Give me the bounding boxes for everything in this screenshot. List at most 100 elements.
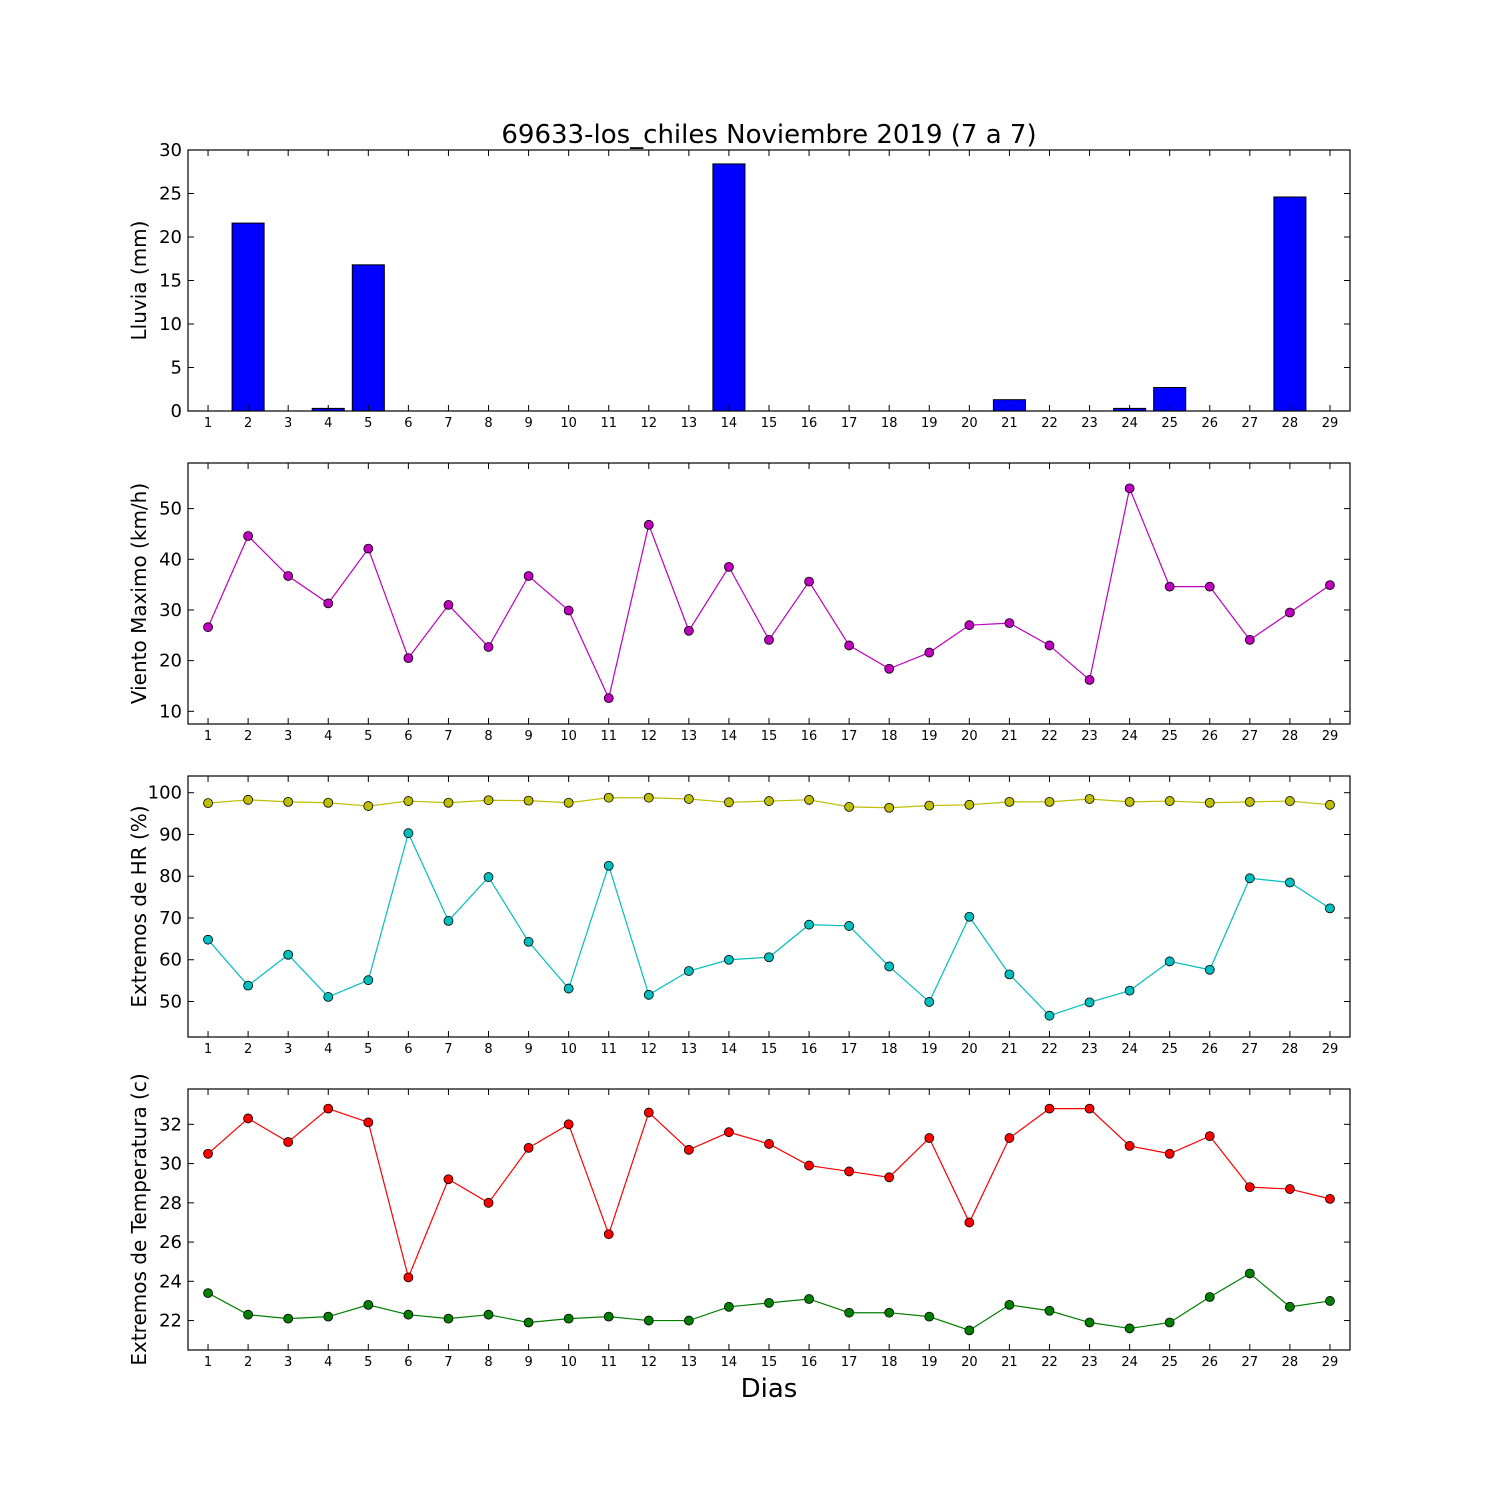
x-tick-label: 22: [1041, 729, 1058, 744]
y-tick-label: 25: [159, 184, 182, 205]
x-tick-label: 11: [600, 1042, 617, 1057]
point-s2-day-19: [924, 1311, 935, 1322]
point-s1-day-24: [1124, 483, 1135, 494]
x-tick-label: 19: [921, 729, 938, 744]
point-s2-day-12: [643, 989, 654, 1000]
point-s1-day-22: [1044, 640, 1055, 651]
x-tick-label: 19: [921, 1355, 938, 1370]
point-s2-day-10: [563, 983, 574, 994]
point-s1-day-21: [1004, 1133, 1015, 1143]
x-tick-label: 23: [1081, 416, 1098, 431]
point-s1-day-7: [443, 1174, 454, 1185]
point-s1-day-9: [523, 1142, 534, 1153]
point-s2-day-1: [203, 1288, 213, 1298]
x-tick-label: 9: [524, 1355, 532, 1370]
point-s1-day-5: [363, 1117, 374, 1128]
x-tick-label: 28: [1282, 729, 1299, 744]
point-s1-day-29: [1325, 580, 1335, 591]
y-tick-label: 0: [171, 401, 182, 422]
point-s1-day-28: [1284, 796, 1295, 806]
point-s1-day-7: [443, 600, 454, 610]
x-tick-label: 7: [444, 729, 452, 744]
x-tick-label: 19: [921, 1042, 938, 1057]
series-line-1: [207, 486, 1331, 701]
x-tick-label: 27: [1242, 416, 1259, 431]
x-tick-label: 2: [244, 1355, 252, 1370]
y-axis-label: Lluvia (mm): [127, 221, 151, 341]
point-s1-day-13: [683, 794, 694, 804]
point-s1-day-8: [483, 1197, 494, 1208]
x-tick-label: 12: [641, 1042, 658, 1057]
x-tick-label: 14: [721, 416, 738, 431]
point-s1-day-25: [1164, 796, 1175, 806]
point-s1-day-9: [523, 571, 534, 581]
x-tick-label: 21: [1001, 416, 1018, 431]
x-tick-label: 8: [484, 1042, 492, 1057]
x-tick-label: 21: [1001, 1355, 1018, 1370]
x-tick-label: 24: [1121, 416, 1138, 431]
point-s1-day-27: [1244, 796, 1255, 807]
point-s2-day-26: [1204, 1292, 1215, 1302]
point-s1-day-11: [603, 1229, 614, 1240]
x-tick-label: 29: [1322, 1042, 1339, 1057]
point-s2-day-16: [804, 919, 814, 930]
x-tick-label: 7: [444, 1042, 452, 1057]
point-s1-day-16: [804, 1160, 814, 1171]
point-s1-day-17: [844, 640, 855, 651]
point-s2-day-8: [483, 872, 494, 882]
x-tick-label: 7: [444, 416, 452, 431]
point-s2-day-15: [764, 1298, 774, 1308]
x-tick-label: 29: [1322, 1355, 1339, 1370]
x-tick-label: 15: [761, 729, 778, 744]
point-s2-day-24: [1124, 1323, 1135, 1334]
point-s1-day-27: [1244, 1182, 1255, 1193]
x-tick-label: 4: [324, 1355, 332, 1370]
point-s1-day-22: [1044, 796, 1055, 807]
point-s2-day-9: [523, 1317, 534, 1328]
y-tick-label: 32: [159, 1114, 182, 1135]
point-s2-day-20: [964, 911, 975, 922]
x-tick-label: 18: [881, 729, 898, 744]
point-s1-day-14: [724, 561, 734, 572]
point-s1-day-25: [1164, 581, 1175, 592]
point-s1-day-8: [483, 795, 494, 806]
point-s1-day-21: [1004, 796, 1015, 807]
x-tick-label: 13: [681, 416, 698, 431]
point-s2-day-5: [363, 1299, 374, 1310]
x-tick-label: 1: [204, 1042, 212, 1057]
x-tick-label: 24: [1121, 1355, 1138, 1370]
x-tick-label: 5: [364, 1042, 372, 1057]
point-s1-day-23: [1084, 1103, 1095, 1114]
point-s1-day-24: [1124, 1141, 1135, 1151]
point-s2-day-17: [844, 1307, 855, 1318]
point-s2-day-3: [283, 1313, 294, 1324]
point-s1-day-26: [1204, 797, 1215, 808]
y-tick-label: 5: [171, 358, 182, 379]
x-tick-label: 1: [204, 729, 212, 744]
x-tick-label: 15: [761, 416, 778, 431]
point-s1-day-15: [764, 796, 774, 806]
x-tick-label: 10: [560, 729, 577, 744]
y-tick-label: 15: [159, 271, 182, 292]
x-axis-label: Dias: [741, 1374, 798, 1404]
point-s1-day-17: [844, 1166, 855, 1177]
y-tick-label: 30: [159, 1154, 182, 1175]
point-s2-day-7: [443, 916, 454, 926]
y-tick-label: 80: [159, 866, 182, 887]
y-axis-label: Extremos de Temperatura (c): [127, 1073, 151, 1365]
x-tick-label: 18: [881, 416, 898, 431]
chart-title: 69633-los_chiles Noviembre 2019 (7 a 7): [501, 120, 1036, 150]
x-tick-label: 29: [1322, 416, 1339, 431]
point-s2-day-12: [643, 1315, 654, 1326]
axes-frame: [187, 775, 1351, 1038]
y-tick-label: 70: [159, 908, 182, 929]
y-tick-label: 60: [159, 950, 182, 971]
x-tick-label: 4: [324, 1042, 332, 1057]
x-tick-label: 21: [1001, 729, 1018, 744]
x-tick-label: 6: [404, 1042, 412, 1057]
y-tick-label: 90: [159, 824, 182, 845]
